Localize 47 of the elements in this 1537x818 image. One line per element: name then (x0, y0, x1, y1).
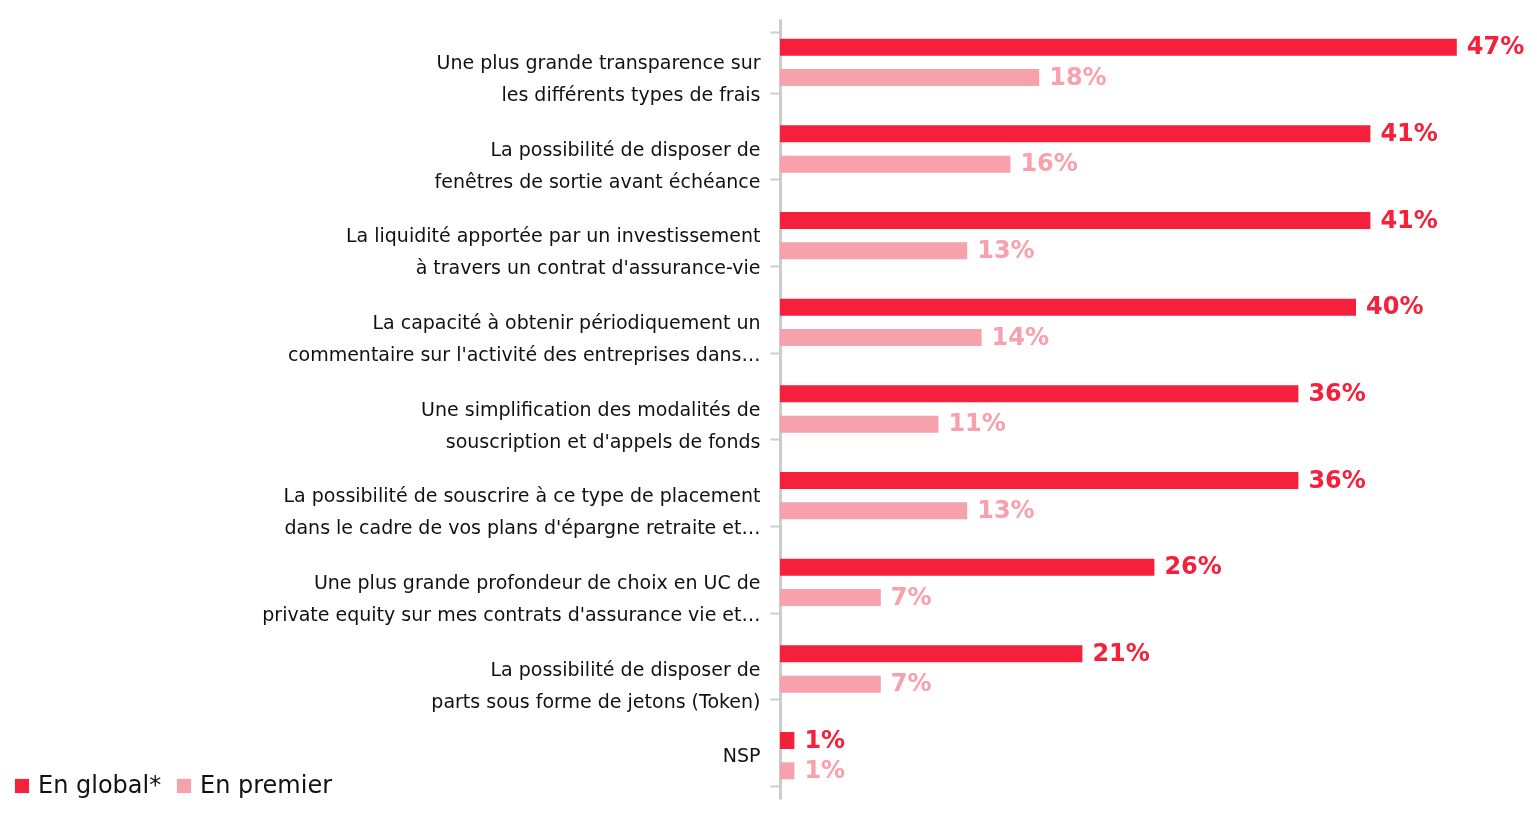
y-tick-label: La possibilité de disposer de fenêtres de sortie avant échéance (434, 137, 761, 192)
bar (780, 732, 795, 749)
data-label: 16% (1020, 149, 1078, 178)
bar (780, 212, 1371, 229)
data-label: 14% (991, 322, 1050, 351)
data-label: 13% (977, 495, 1035, 524)
bar (780, 155, 1011, 173)
bar (780, 329, 982, 346)
data-label: 36% (1308, 465, 1366, 494)
y-tick-label: Une plus grande profondeur de choix en UC de private equity sur mes contrats d'assurance vie et… (262, 570, 761, 625)
y-tick-label: La possibilité de disposer de parts sous forme de jetons (Token) (431, 657, 761, 712)
legend-label: En premier (200, 771, 333, 799)
bar (780, 385, 1299, 403)
data-label: 41% (1380, 205, 1438, 234)
bar (780, 298, 1356, 316)
data-label: 13% (977, 235, 1035, 264)
bar (780, 762, 795, 780)
data-label: 1% (804, 755, 846, 784)
bar (780, 125, 1371, 143)
bar (780, 675, 881, 693)
data-label: 21% (1092, 638, 1150, 667)
y-tick-label: Une plus grande transparence sur les différents types de frais (436, 50, 761, 105)
data-label: 18% (1049, 62, 1107, 91)
y-tick-label: La possibilité de souscrire à ce type de placement dans le cadre de vos plans d'épargne retraite et… (283, 484, 761, 539)
bar (780, 38, 1457, 56)
y-tick-label: Une simplification des modalités de souscription et d'appels de fonds (421, 397, 761, 452)
bar (780, 472, 1299, 489)
data-label: 41% (1380, 118, 1438, 147)
data-label: 40% (1366, 292, 1424, 321)
bar (780, 589, 881, 606)
legend-label: En global* (38, 771, 162, 799)
data-label: 11% (948, 409, 1006, 438)
data-label: 47% (1466, 32, 1525, 61)
bar (780, 69, 1040, 86)
bar (780, 645, 1083, 663)
data-label: 1% (804, 725, 846, 754)
y-tick-label: La capacité à obtenir périodiquement un commentaire sur l'activité des entreprises dans… (288, 310, 761, 365)
bar (780, 558, 1155, 576)
data-label: 26% (1164, 552, 1222, 581)
bar (780, 502, 968, 520)
y-tick-label: NSP (722, 744, 761, 767)
data-label: 7% (890, 669, 932, 698)
y-tick-label: La liquidité apportée par un investissement à travers un contrat d'assurance-vie (345, 224, 761, 279)
bar (780, 242, 968, 260)
data-label: 36% (1308, 378, 1366, 407)
data-label: 7% (890, 582, 932, 611)
bar (780, 415, 939, 433)
